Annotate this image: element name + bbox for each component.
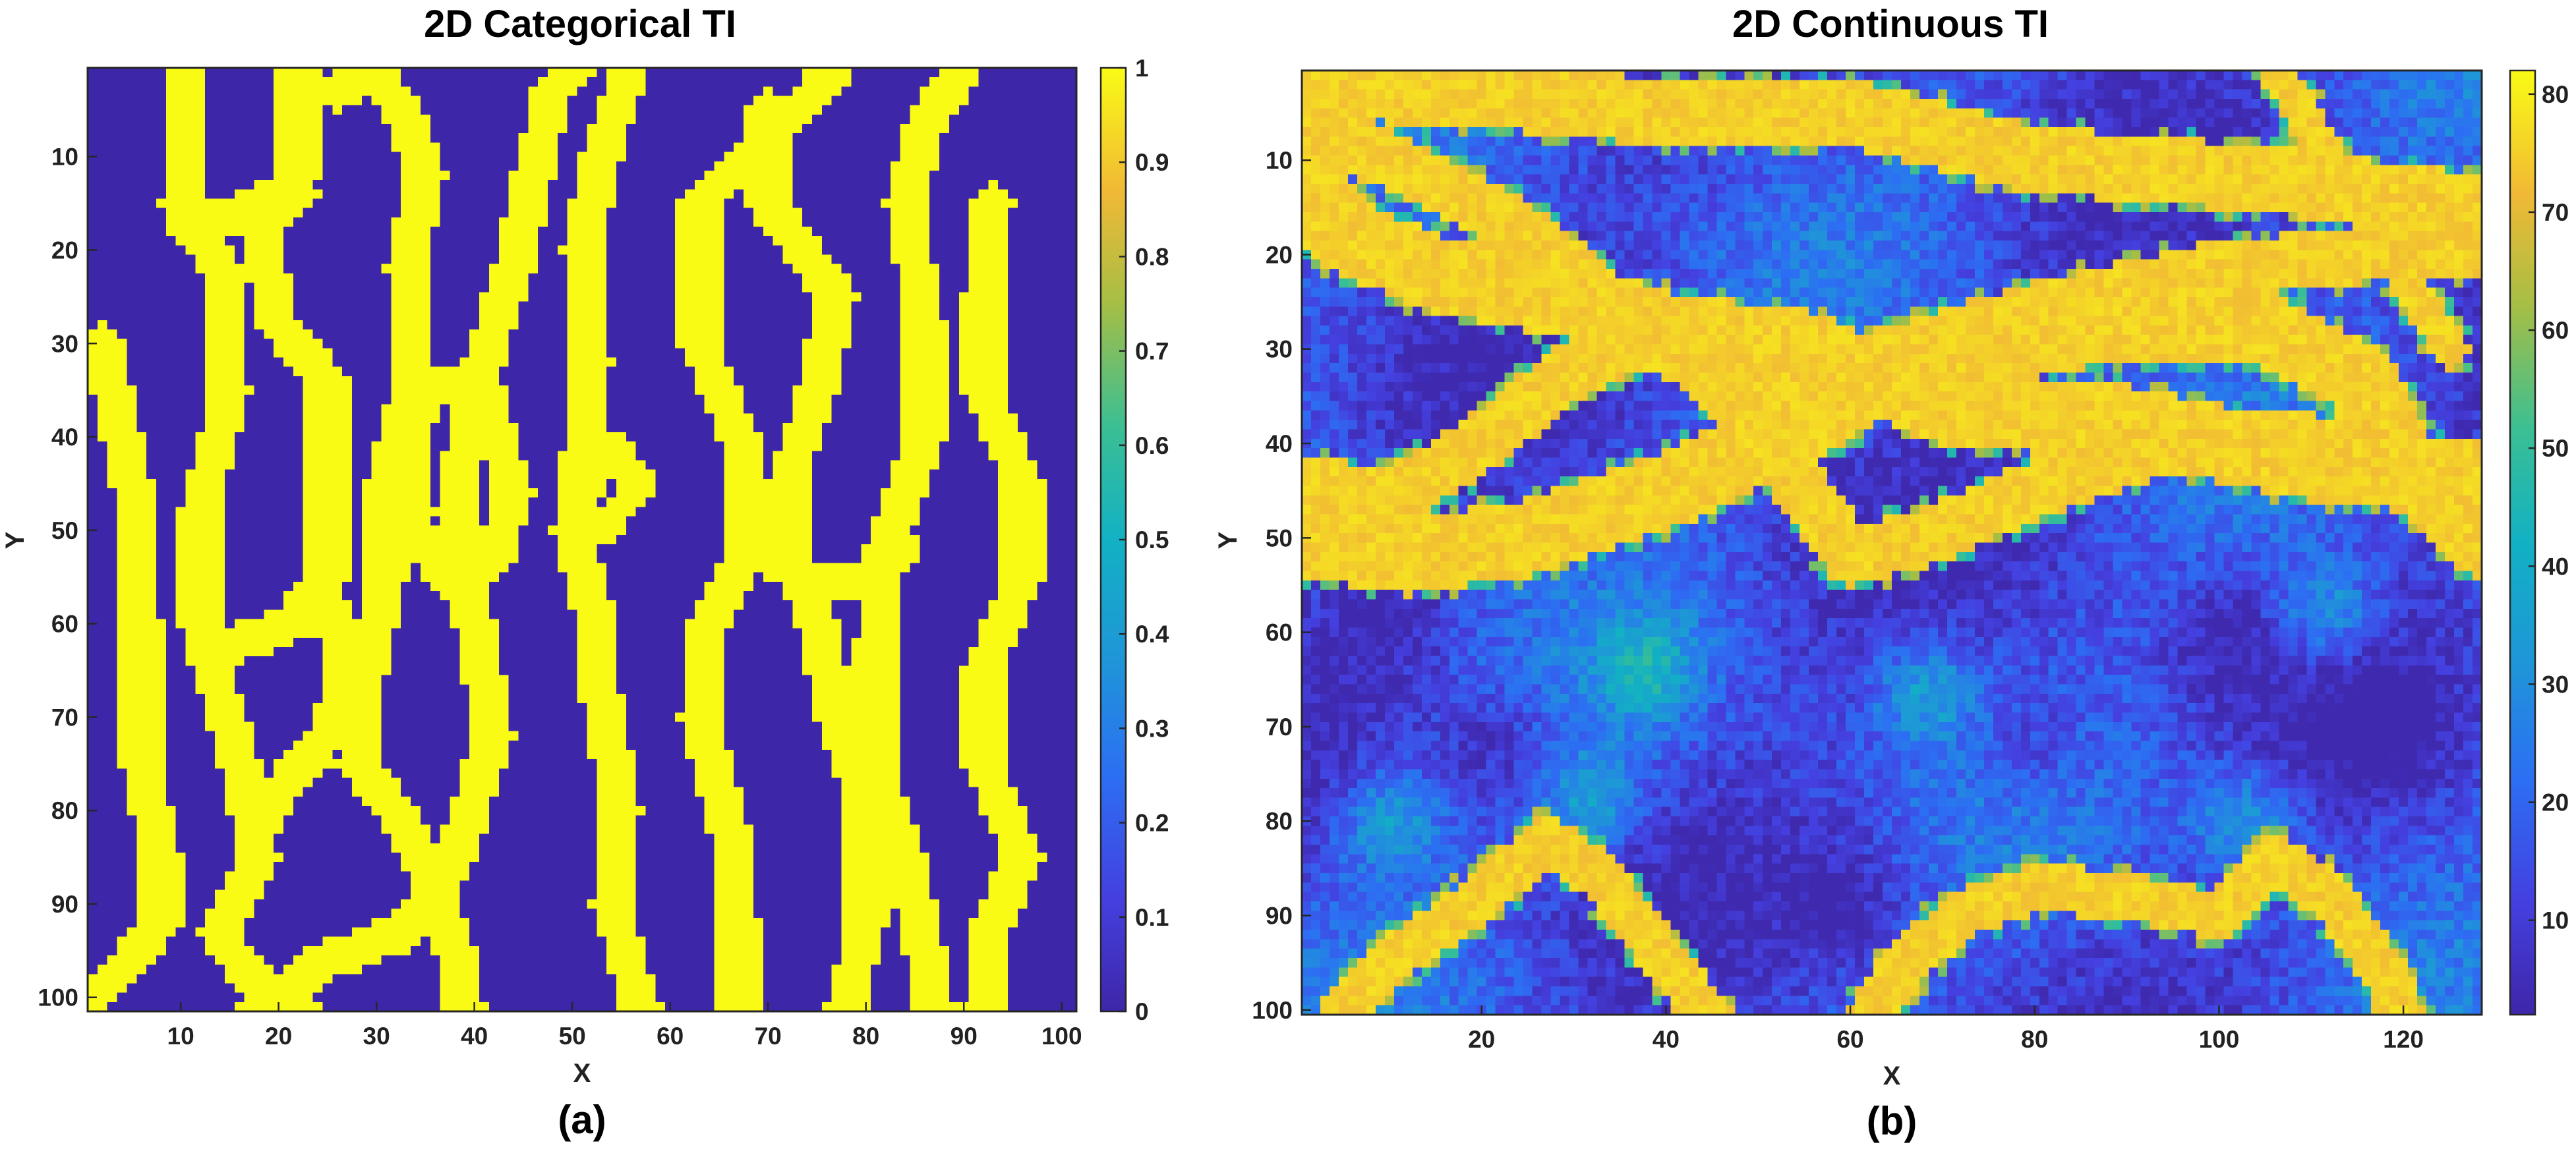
colorbar-b-tick-label-7: 80 bbox=[2542, 81, 2569, 108]
colorbar-a-tick-label-3: 0.3 bbox=[1135, 715, 1169, 742]
x-tick-label-a-8: 90 bbox=[951, 1023, 978, 1050]
x-tick-label-a-7: 80 bbox=[852, 1023, 879, 1050]
x-tick-label-b-1: 40 bbox=[1653, 1026, 1680, 1053]
y-tick-label-a-2: 30 bbox=[51, 330, 78, 357]
colorbar-a-tick-label-4: 0.4 bbox=[1135, 621, 1169, 648]
y-tick-label-a-3: 40 bbox=[51, 424, 78, 451]
y-tick-label-a-8: 90 bbox=[51, 891, 78, 918]
panel-a: 2D Categorical TI 10 20 30 40 50 60 70 80 90 100 … bbox=[1, 3, 1169, 1142]
y-tick-label-a-6: 70 bbox=[51, 704, 78, 731]
x-tick-label-a-6: 70 bbox=[755, 1023, 782, 1050]
colorbar-b: 10 20 30 40 50 60 70 80 bbox=[2509, 69, 2569, 1016]
y-tick-label-b-0: 10 bbox=[1266, 147, 1293, 174]
x-tick-label-a-3: 40 bbox=[461, 1023, 488, 1050]
y-tick-label-b-3: 40 bbox=[1266, 430, 1293, 457]
y-tick-label-b-2: 30 bbox=[1266, 336, 1293, 363]
x-tick-label-b-2: 60 bbox=[1836, 1026, 1863, 1053]
y-tick-label-b-4: 50 bbox=[1266, 524, 1293, 551]
heatmap-b-canvas bbox=[1302, 71, 2482, 1015]
colorbar-b-tick-label-6: 70 bbox=[2542, 199, 2569, 226]
y-axis-label-a: Y bbox=[1, 531, 30, 549]
y-tick-label-b-6: 70 bbox=[1266, 714, 1293, 741]
colorbar-b-tick-label-2: 30 bbox=[2542, 671, 2569, 698]
y-tick-label-a-0: 10 bbox=[51, 144, 78, 171]
colorbar-a-tick-label-1: 0.1 bbox=[1135, 904, 1169, 931]
x-tick-label-b-3: 80 bbox=[2021, 1026, 2048, 1053]
colorbar-a-tick-label-9: 0.9 bbox=[1135, 149, 1169, 176]
colorbar-b-tick-label-4: 50 bbox=[2542, 435, 2569, 462]
x-tick-label-a-9: 100 bbox=[1041, 1023, 1082, 1050]
colorbar-a-tick-label-2: 0.2 bbox=[1135, 810, 1169, 837]
plot-frame-a bbox=[86, 67, 1078, 1013]
chart-title-a: 2D Categorical TI bbox=[424, 3, 736, 45]
colorbar-a-tick-label-10: 1 bbox=[1135, 55, 1149, 82]
y-tick-label-a-7: 80 bbox=[51, 797, 78, 824]
x-tick-label-a-4: 50 bbox=[559, 1023, 586, 1050]
colorbar-b-tick-label-1: 20 bbox=[2542, 789, 2569, 816]
colorbar-a-tick-label-5: 0.5 bbox=[1135, 526, 1169, 553]
x-axis-label-b: X bbox=[1883, 1061, 1901, 1090]
x-ticks-b: 20 40 60 80 100 120 bbox=[1468, 1005, 2424, 1053]
x-tick-label-a-5: 60 bbox=[657, 1023, 684, 1050]
chart-title-b: 2D Continuous TI bbox=[1732, 3, 2049, 45]
y-tick-label-b-8: 90 bbox=[1266, 903, 1293, 930]
x-tick-label-a-0: 10 bbox=[167, 1023, 194, 1050]
panel-label-b: (b) bbox=[1867, 1099, 1917, 1143]
y-axis-label-b: Y bbox=[1214, 531, 1243, 549]
y-tick-label-a-4: 50 bbox=[51, 517, 78, 544]
x-ticks-a: 10 20 30 40 50 60 70 80 90 100 bbox=[167, 1002, 1082, 1050]
colorbar-a-tick-label-0: 0 bbox=[1135, 998, 1149, 1025]
x-tick-label-a-1: 20 bbox=[265, 1023, 292, 1050]
colorbar-a: 0 0.1 0.2 0.3 0.4 0.5 0.6 0.7 0.8 0.9 1 bbox=[1099, 55, 1169, 1025]
heatmap-a-canvas bbox=[88, 68, 1076, 1011]
colorbar-b-tick-label-3: 40 bbox=[2542, 553, 2569, 580]
y-tick-label-a-9: 100 bbox=[38, 984, 78, 1011]
colorbar-a-tick-label-7: 0.7 bbox=[1135, 338, 1169, 365]
panel-b: 2D Continuous TI 20 40 60 80 100 120 10 20 30 40… bbox=[1214, 3, 2569, 1143]
x-tick-label-b-4: 100 bbox=[2199, 1026, 2240, 1053]
y-ticks-a: 10 20 30 40 50 60 70 80 90 100 bbox=[38, 144, 97, 1011]
panel-label-a: (a) bbox=[558, 1098, 606, 1142]
heatmap-b bbox=[1302, 71, 2482, 1015]
plot-frame-b bbox=[1301, 69, 2483, 1016]
x-tick-label-b-0: 20 bbox=[1468, 1026, 1495, 1053]
y-tick-label-b-5: 60 bbox=[1266, 619, 1293, 646]
colorbar-a-tick-label-8: 0.8 bbox=[1135, 243, 1169, 270]
colorbar-b-tick-label-0: 10 bbox=[2542, 907, 2569, 934]
colorbar-b-ticks: 10 20 30 40 50 60 70 80 bbox=[2529, 81, 2569, 934]
y-ticks-b: 10 20 30 40 50 60 70 80 90 100 bbox=[1252, 147, 1311, 1024]
x-axis-label-a: X bbox=[573, 1059, 591, 1088]
colorbar-a-tick-label-6: 0.6 bbox=[1135, 432, 1169, 459]
colorbar-b-tick-label-5: 60 bbox=[2542, 317, 2569, 344]
y-tick-label-b-7: 80 bbox=[1266, 808, 1293, 835]
heatmap-a bbox=[88, 68, 1076, 1011]
y-tick-label-b-1: 20 bbox=[1266, 241, 1293, 268]
colorbar-a-ticks: 0 0.1 0.2 0.3 0.4 0.5 0.6 0.7 0.8 0.9 1 bbox=[1119, 55, 1169, 1025]
y-tick-label-b-9: 100 bbox=[1252, 997, 1293, 1024]
x-tick-label-a-2: 30 bbox=[363, 1023, 390, 1050]
y-tick-label-a-1: 20 bbox=[51, 237, 78, 264]
x-tick-label-b-5: 120 bbox=[2383, 1026, 2424, 1053]
y-tick-label-a-5: 60 bbox=[51, 611, 78, 638]
colorbar-b-gradient bbox=[2509, 69, 2536, 1016]
